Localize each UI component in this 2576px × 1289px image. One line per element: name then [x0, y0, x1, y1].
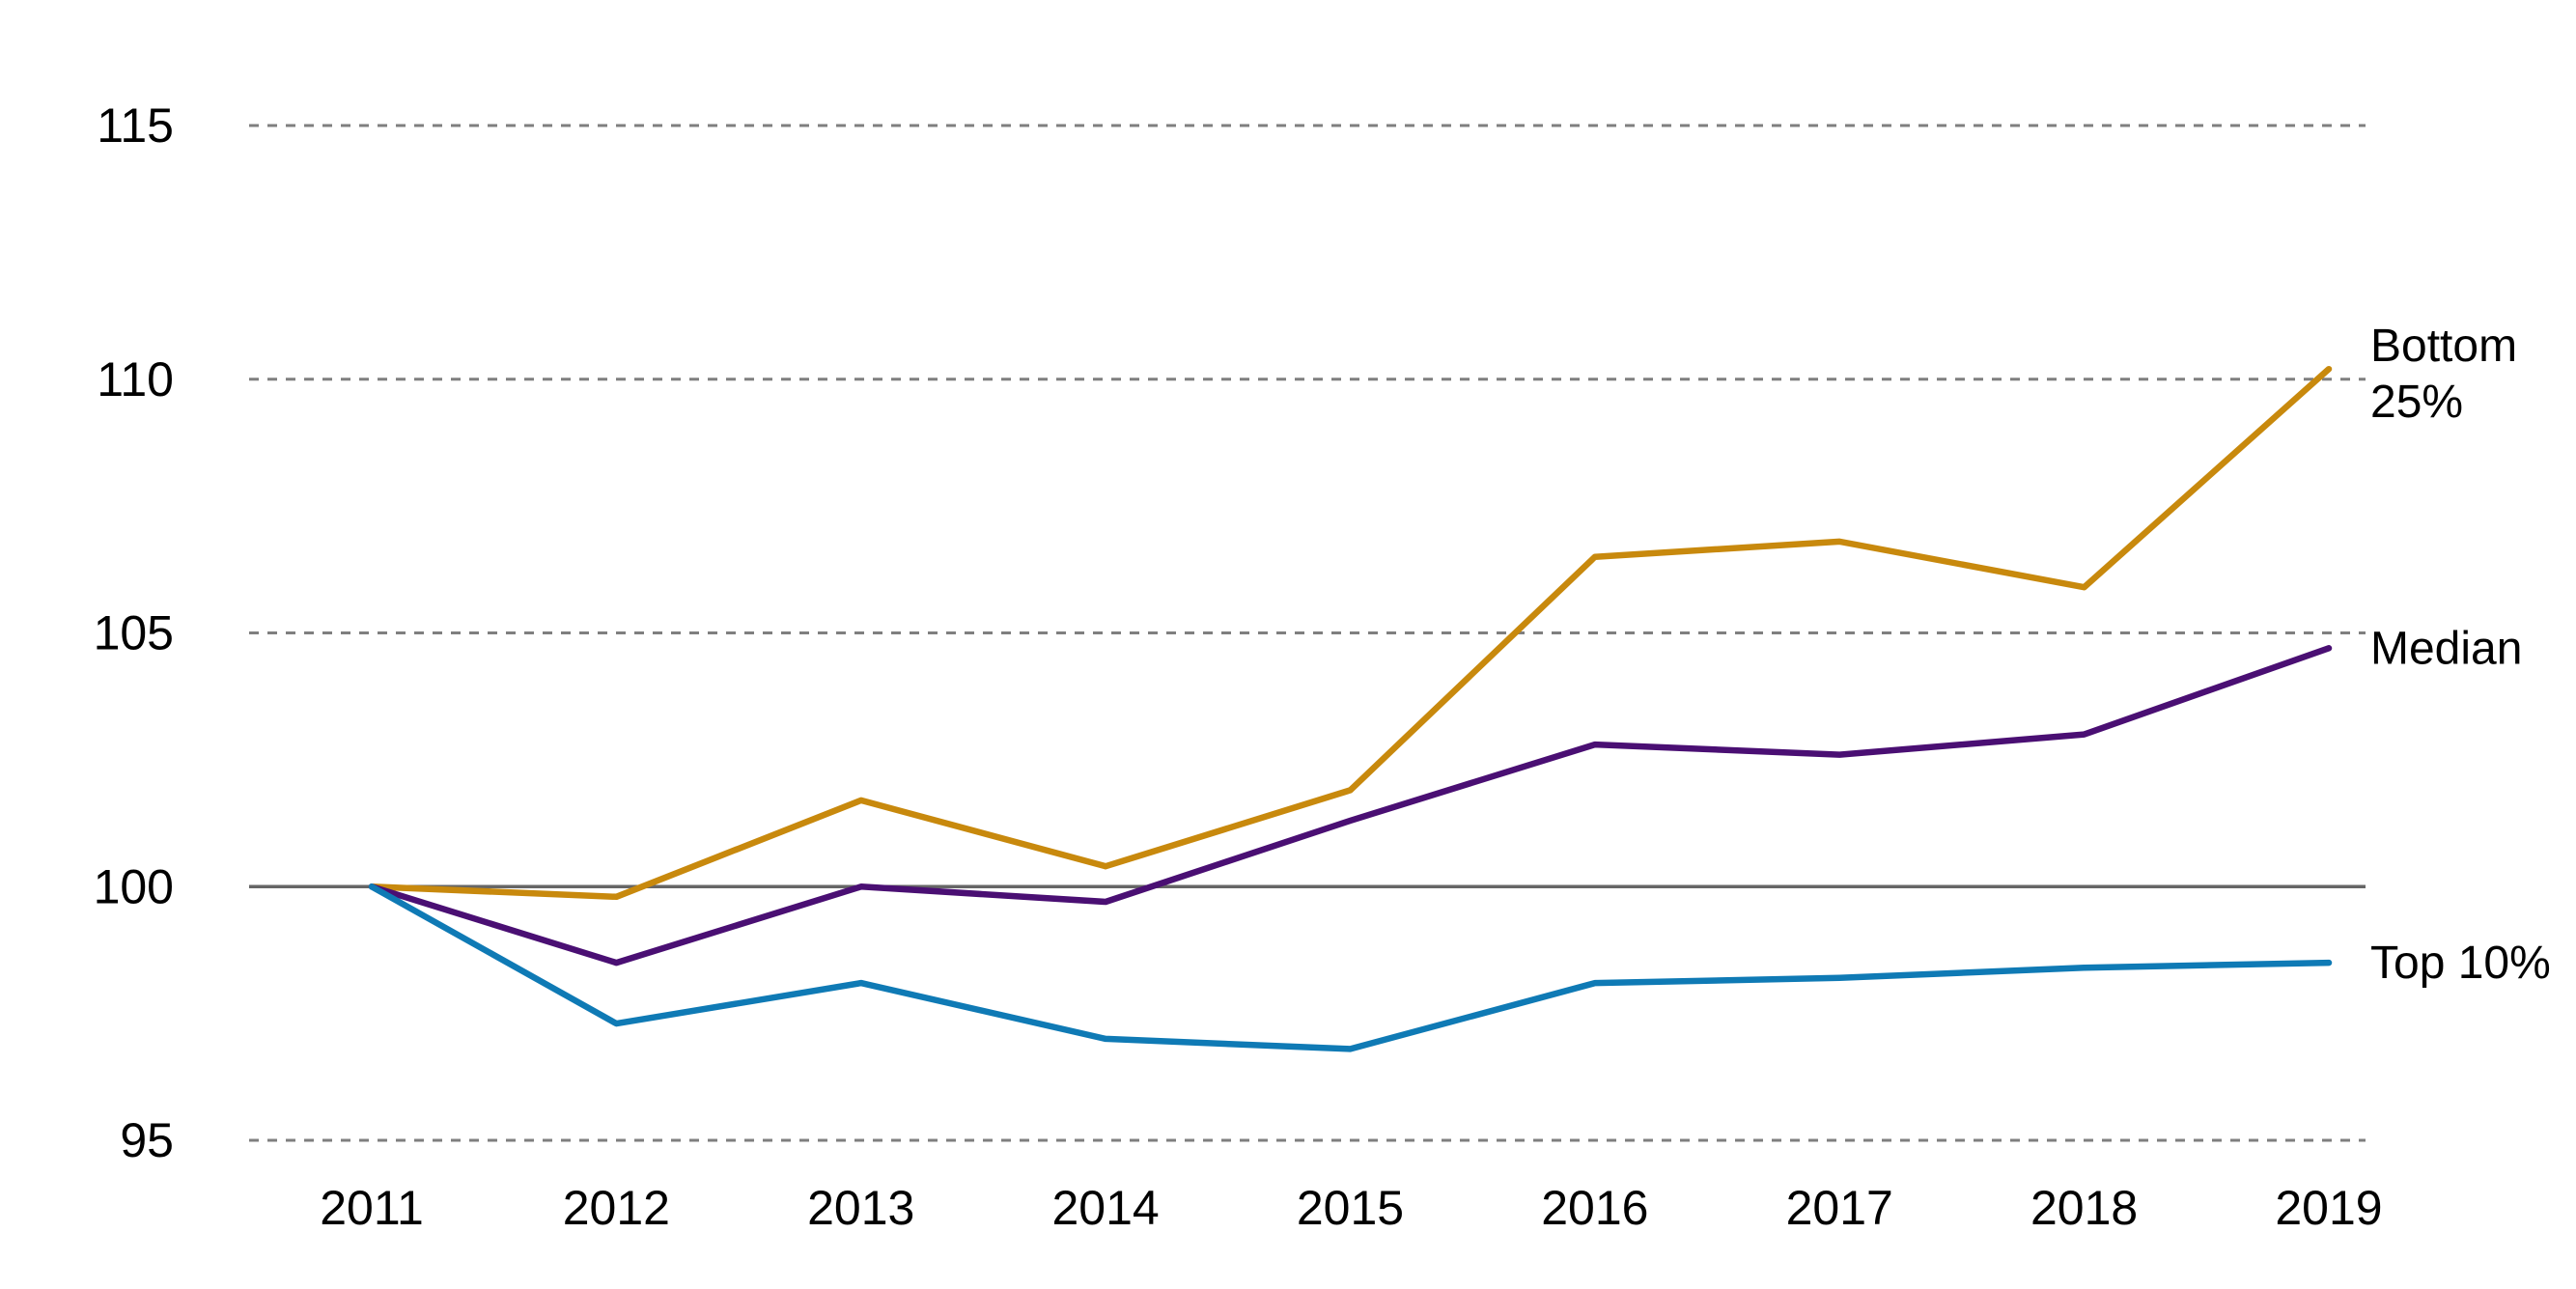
y-tick-label: 110 — [97, 352, 174, 406]
y-tick-label: 95 — [120, 1113, 174, 1167]
x-tick-label: 2011 — [320, 1181, 424, 1235]
y-tick-label: 100 — [94, 859, 174, 913]
series-label-bottom-25: Bottom — [2370, 321, 2517, 372]
series-label-top-10: Top 10% — [2370, 938, 2551, 989]
x-tick-label: 2019 — [2275, 1181, 2382, 1235]
gridlines — [249, 124, 2366, 1142]
series-line-top-10 — [368, 883, 2333, 1052]
x-tick-label: 2014 — [1052, 1181, 1160, 1235]
x-axis-tick-labels: 2011 2012 2013 2014 2015 2016 2017 2018 2019 — [320, 1181, 2382, 1235]
x-tick-label: 2018 — [2030, 1181, 2138, 1235]
series-label-median: Median — [2370, 623, 2522, 674]
series-line-bottom-25 — [368, 365, 2333, 901]
y-tick-label: 105 — [94, 606, 174, 660]
y-tick-label: 115 — [97, 98, 174, 153]
series-label-bottom-25: 25% — [2370, 377, 2463, 428]
series-line-median — [368, 645, 2333, 967]
series-lines — [368, 365, 2333, 1052]
x-tick-label: 2017 — [1786, 1181, 1893, 1235]
y-axis-tick-labels: 95 100 105 110 115 — [94, 98, 174, 1167]
x-tick-label: 2012 — [563, 1181, 670, 1235]
x-tick-label: 2016 — [1541, 1181, 1648, 1235]
x-tick-label: 2013 — [807, 1181, 914, 1235]
x-tick-label: 2015 — [1297, 1181, 1404, 1235]
